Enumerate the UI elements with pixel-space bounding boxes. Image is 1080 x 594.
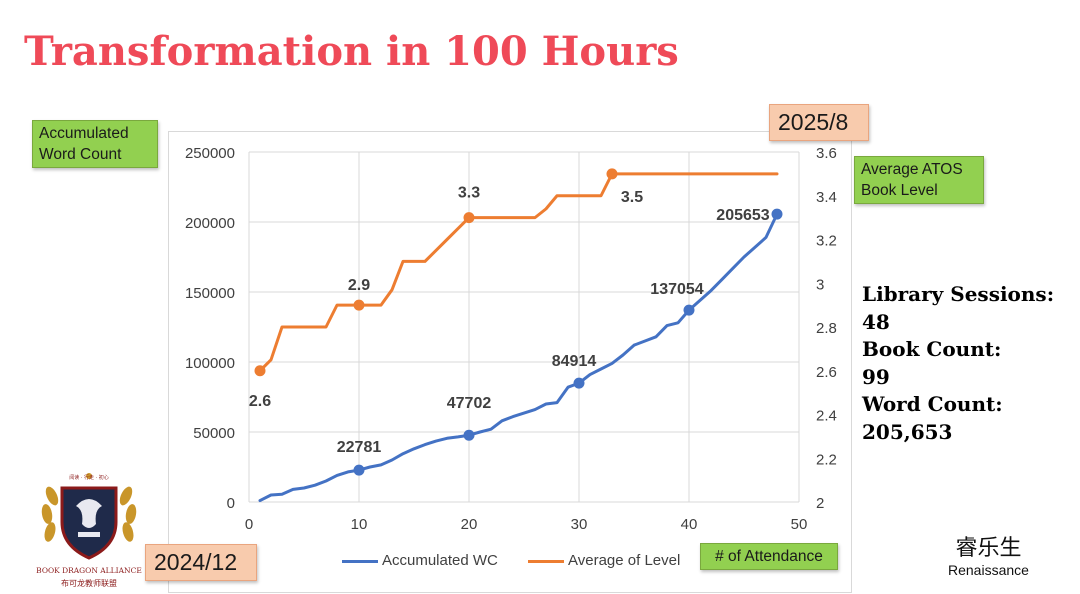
data-label-wc: 22781 [337,439,382,456]
legend-label-wc: Accumulated WC [382,552,498,569]
data-label-level: 2.9 [348,277,370,294]
y-left-tick-label: 100000 [185,355,235,372]
y-right-tick-label: 2.8 [816,320,837,337]
stat-books-label: Book Count: [862,337,1002,361]
y-right-tick-label: 3.4 [816,189,837,206]
x-axis-label-box: # of Attendance [700,543,838,570]
stat-sessions-value: 48 [862,309,890,334]
data-label-wc: 137054 [650,281,703,298]
y-left-tick-label: 50000 [193,425,235,442]
page-title: Transformation in 100 Hours [24,28,679,75]
x-tick-label: 10 [351,516,368,533]
stat-words-value: 205,653 [862,419,953,444]
data-point-level [606,168,618,180]
legend-item-wc: Accumulated WC [342,552,498,569]
stats-panel: Library Sessions: 48 Book Count: 99 Word… [862,281,1054,446]
y-right-tick-label: 2 [816,495,824,512]
y-left-tick-label: 250000 [185,145,235,162]
stat-words-label: Word Count: [862,392,1003,416]
logo-name-cn: 布可龙教师联盟 [61,579,117,588]
start-date-box: 2024/12 [145,544,257,581]
stat-books-value: 99 [862,364,890,389]
series-line-accumulated-wc [258,212,779,503]
y-right-tick-label: 3.2 [816,233,837,250]
renaissance-logo: 睿乐生 Renaissance [948,536,1029,578]
y-left-tick-label: 200000 [185,215,235,232]
data-label-level: 3.5 [621,189,643,206]
y-right-tick-label: 2.6 [816,364,837,381]
end-date-box: 2025/8 [769,104,869,141]
x-tick-label: 0 [245,516,253,533]
renaissance-name-cn: 睿乐生 [955,536,1022,561]
renaissance-name-en: Renaissance [948,562,1029,578]
series-line-average-level [258,172,779,373]
data-point-level [254,365,266,377]
data-point-wc [573,377,585,389]
legend-label-level: Average of Level [568,552,681,569]
logo-top-text: 阅读 · 行走 · 初心 [69,475,109,481]
right-axis-label-box: Average ATOS Book Level [854,156,984,204]
y-left-tick-label: 0 [227,495,235,512]
data-label-wc: 47702 [447,395,492,412]
logo-name-en: BOOK DRAGON ALLIANCE [36,566,142,575]
x-tick-label: 30 [571,516,588,533]
data-label-wc: 205653 [716,207,769,224]
y-right-tick-label: 3 [816,276,824,293]
book-dragon-logo: 阅读 · 行走 · 初心 BOOK DRAGON ALLIANCE 布可龙教师联… [34,466,144,590]
legend-line-wc [342,559,378,563]
legend-line-level [528,559,564,563]
dragon-shield-icon [41,473,137,560]
y-left-tick-label: 150000 [185,285,235,302]
y-right-tick-label: 2.2 [816,451,837,468]
data-point-wc [683,304,695,316]
left-axis-label-box: Accumulated Word Count [32,120,158,168]
data-label-level: 3.3 [458,185,480,202]
data-label-wc: 84914 [552,353,597,370]
x-tick-label: 20 [461,516,478,533]
data-label-level: 2.6 [249,393,271,410]
data-point-wc [771,208,783,220]
y-right-tick-label: 3.6 [816,145,837,162]
data-point-wc [463,429,475,441]
y-right-tick-label: 2.4 [816,408,837,425]
data-point-level [353,299,365,311]
legend-item-level: Average of Level [528,552,680,569]
data-point-wc [353,464,365,476]
stat-sessions-label: Library Sessions: [862,282,1055,306]
x-tick-label: 50 [791,516,808,533]
x-tick-label: 40 [681,516,698,533]
data-point-level [463,212,475,224]
